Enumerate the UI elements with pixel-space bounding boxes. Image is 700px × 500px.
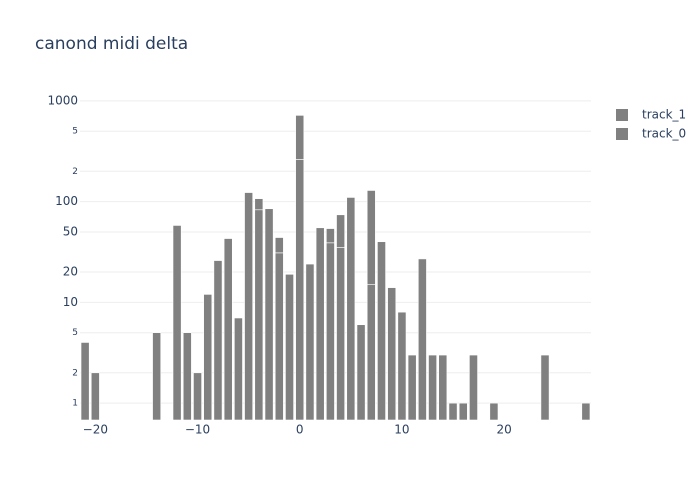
bar — [377, 241, 386, 421]
bar — [254, 198, 264, 211]
bar — [387, 287, 397, 421]
bar — [254, 209, 264, 421]
bar — [295, 159, 305, 421]
y-tick-label: 5 — [72, 127, 78, 137]
y-tick-label: 10 — [63, 295, 78, 309]
bar — [223, 238, 233, 421]
bar — [182, 332, 192, 421]
legend-swatch — [616, 128, 628, 140]
x-tick-label: −20 — [83, 423, 108, 437]
bar — [326, 228, 335, 244]
bar — [326, 242, 335, 421]
bar — [366, 190, 376, 285]
bar — [336, 247, 345, 421]
bar — [80, 342, 90, 421]
legend-swatch — [616, 109, 628, 121]
bar — [366, 284, 376, 421]
bar — [315, 227, 325, 421]
y-tick-label: 20 — [63, 265, 78, 279]
bar — [203, 294, 213, 421]
y-tick-label: 2 — [72, 167, 78, 177]
legend-label: track_1 — [642, 108, 686, 122]
bar — [407, 354, 417, 421]
y-tick-label: 2 — [72, 368, 78, 378]
x-tick-label: −10 — [185, 423, 210, 437]
y-tick-label: 5 — [72, 328, 78, 338]
bar — [295, 115, 305, 160]
legend-label: track_0 — [642, 127, 686, 141]
bar — [540, 354, 550, 421]
x-tick-label: 10 — [394, 423, 409, 437]
bar — [356, 324, 366, 421]
chart-title: canond midi delta — [35, 34, 188, 54]
bar — [285, 273, 294, 421]
bar — [152, 332, 162, 421]
bar — [336, 214, 345, 248]
bar — [346, 197, 356, 421]
bar — [172, 225, 182, 421]
bar — [397, 311, 407, 421]
y-tick-label: 50 — [63, 224, 78, 238]
y-tick-label: 1000 — [47, 93, 78, 107]
bar — [458, 402, 468, 421]
bar — [234, 317, 243, 421]
bar — [448, 402, 458, 421]
bar — [274, 237, 284, 254]
bar — [438, 354, 448, 421]
bar — [428, 354, 437, 421]
bar — [274, 252, 284, 421]
y-tick-label: 100 — [55, 194, 78, 208]
bar — [489, 402, 499, 421]
bar — [305, 263, 315, 421]
x-tick-label: 0 — [296, 423, 304, 437]
x-tick-label: 20 — [496, 423, 511, 437]
bar — [581, 402, 591, 421]
bar — [213, 260, 223, 421]
bar — [244, 192, 254, 421]
bar — [417, 258, 427, 421]
bar — [264, 208, 274, 421]
bar — [193, 372, 202, 421]
y-tick-label: 1 — [72, 399, 78, 409]
bar — [469, 354, 478, 421]
bar — [90, 372, 100, 421]
